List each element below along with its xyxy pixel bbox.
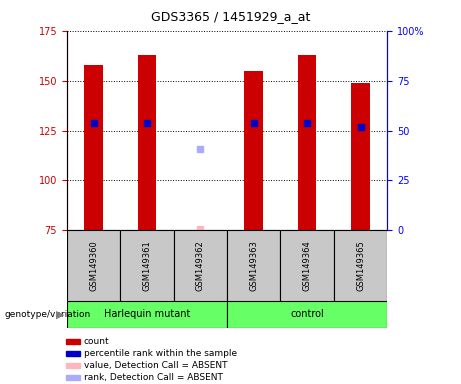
Bar bbox=[67, 301, 227, 328]
Text: GSM149363: GSM149363 bbox=[249, 240, 258, 291]
Bar bbox=[280, 230, 334, 301]
Bar bbox=[65, 339, 80, 344]
Text: control: control bbox=[290, 310, 324, 319]
Bar bbox=[174, 230, 227, 301]
Bar bbox=[351, 83, 370, 230]
Bar bbox=[65, 363, 80, 368]
Text: percentile rank within the sample: percentile rank within the sample bbox=[84, 349, 237, 358]
Text: ▶: ▶ bbox=[56, 310, 65, 319]
Text: genotype/variation: genotype/variation bbox=[5, 310, 91, 319]
Bar bbox=[334, 230, 387, 301]
Text: GSM149361: GSM149361 bbox=[142, 240, 152, 291]
Bar bbox=[65, 375, 80, 380]
Bar bbox=[137, 55, 156, 230]
Text: rank, Detection Call = ABSENT: rank, Detection Call = ABSENT bbox=[84, 373, 223, 382]
Bar bbox=[227, 301, 387, 328]
Text: Harlequin mutant: Harlequin mutant bbox=[104, 310, 190, 319]
Text: value, Detection Call = ABSENT: value, Detection Call = ABSENT bbox=[84, 361, 227, 370]
Bar bbox=[67, 230, 120, 301]
Text: GSM149364: GSM149364 bbox=[302, 240, 312, 291]
Bar bbox=[120, 230, 174, 301]
Text: GSM149362: GSM149362 bbox=[196, 240, 205, 291]
Bar bbox=[65, 351, 80, 356]
Bar bbox=[244, 71, 263, 230]
Text: count: count bbox=[84, 337, 109, 346]
Text: GDS3365 / 1451929_a_at: GDS3365 / 1451929_a_at bbox=[151, 10, 310, 23]
Bar bbox=[227, 230, 280, 301]
Bar bbox=[298, 55, 317, 230]
Text: GSM149360: GSM149360 bbox=[89, 240, 98, 291]
Bar bbox=[84, 65, 103, 230]
Text: GSM149365: GSM149365 bbox=[356, 240, 365, 291]
